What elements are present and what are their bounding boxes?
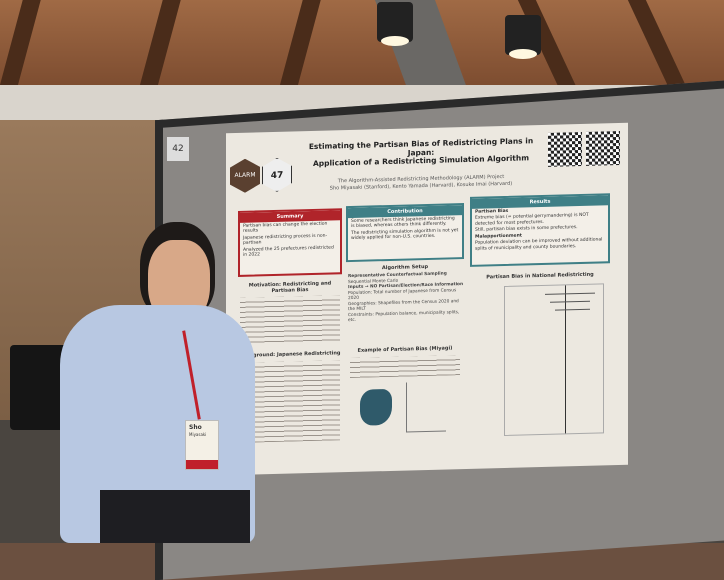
poster-title: Estimating the Partisan Bias of Redistri… [296,136,546,169]
partisan-bias-chart [504,283,604,436]
ceiling-beam [137,0,181,95]
ceiling-beam [627,0,691,95]
47-logo: 47 [262,158,292,193]
booth-number: 42 [167,137,189,161]
alarm-logo: ALARM [230,158,260,193]
ceiling-beam [0,0,41,95]
example-plot [406,381,446,433]
badge-stripe [186,460,218,469]
motivation-heading: Motivation: Redistricting and Partisan B… [248,280,332,295]
ceiling-beam [277,0,321,95]
algorithm-list: Representative Counterfactual Sampling S… [348,271,464,324]
example-text [350,355,460,379]
poster: ALARM 47 Estimating the Partisan Bias of… [226,122,628,476]
ceiling-light [377,2,413,46]
chart-zero-line [565,285,566,434]
results-box: Results Partisan Bias Extreme bias (= po… [470,193,610,267]
person-trousers [100,490,250,543]
example-heading: Example of Partisan Bias (Miyagi) [357,345,453,354]
qr-code [548,131,582,167]
badge-name: Sho [189,424,202,431]
algorithm-line: Constraints: Population balance, municip… [348,309,460,324]
ceiling-light [505,15,541,59]
summary-box: Summary Partisan bias can change the ele… [238,208,342,277]
ceiling [0,0,724,95]
chart-interval [555,308,590,311]
poster-subtitle: The Algorithm-Assisted Redistricting Met… [296,173,546,194]
qr-code [586,130,620,166]
motivation-text [240,295,340,346]
summary-line: Analyzed the 25 prefectures redistricted… [243,244,334,258]
name-badge: Sho Miyasaki [185,420,219,470]
background-text [240,360,340,443]
chart-interval [545,292,595,295]
miyagi-map [360,388,392,426]
contribution-line: The redistricting simulation algorithm i… [351,227,459,241]
badge-surname: Miyasaki [189,432,207,437]
chart-title: Partisan Bias in National Redistricting [486,271,594,281]
contribution-box: Contribution Some researchers think Japa… [346,203,464,263]
chart-interval [550,300,590,303]
